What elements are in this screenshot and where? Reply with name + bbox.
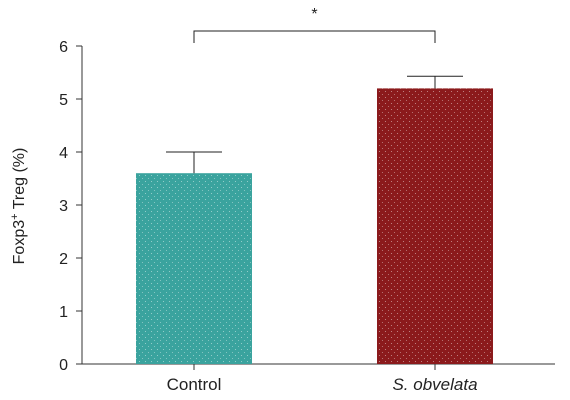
y-tick-label: 1 <box>59 304 68 321</box>
y-axis-label-prefix: Foxp3 <box>11 220 28 265</box>
x-tick-label: Control <box>167 375 222 394</box>
x-axis: Control S. obvelata <box>82 363 555 394</box>
bar-texture <box>377 88 493 365</box>
x-tick-label: S. obvelata <box>392 375 477 394</box>
y-tick-label: 3 <box>59 198 68 215</box>
error-bars <box>166 75 463 174</box>
y-tick-label: 6 <box>59 39 68 56</box>
y-tick-label: 2 <box>59 251 68 268</box>
y-tick-label: 0 <box>59 357 68 374</box>
y-axis-label-superscript: + <box>9 213 21 219</box>
significance-star: * <box>311 6 317 23</box>
y-axis: 0 1 2 3 4 5 6 <box>59 39 83 374</box>
y-tick-label: 4 <box>59 145 68 162</box>
bracket-line <box>193 30 436 43</box>
bar-texture <box>136 173 252 364</box>
y-tick-label: 5 <box>59 92 68 109</box>
significance-bracket: * <box>193 6 436 43</box>
bars <box>136 88 493 365</box>
y-axis-label: Foxp3+ Treg (%) <box>9 148 28 265</box>
y-axis-label-suffix: Treg (%) <box>11 148 28 214</box>
